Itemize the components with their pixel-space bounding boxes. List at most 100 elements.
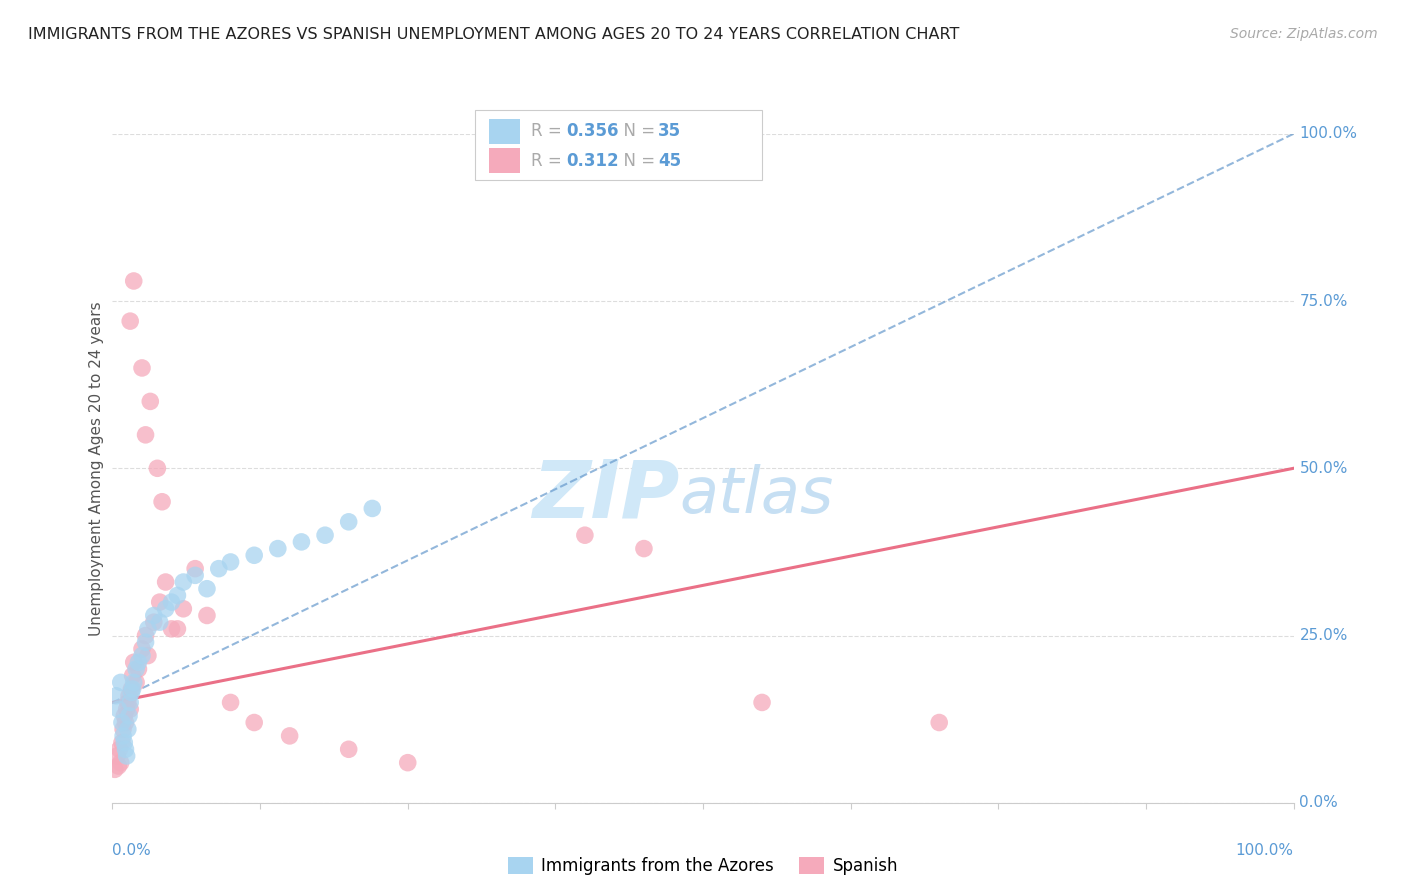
Text: 50.0%: 50.0% — [1299, 461, 1348, 475]
Immigrants from the Azores — [166, 589, 188, 603]
Spanish — [120, 702, 142, 716]
Text: IMMIGRANTS FROM THE AZORES VS SPANISH UNEMPLOYMENT AMONG AGES 20 TO 24 YEARS COR: IMMIGRANTS FROM THE AZORES VS SPANISH UN… — [28, 27, 959, 42]
Immigrants from the Azores — [136, 622, 159, 636]
Text: R =: R = — [531, 152, 568, 169]
Immigrants from the Azores — [117, 723, 139, 737]
Spanish — [184, 562, 207, 576]
Immigrants from the Azores — [131, 648, 153, 663]
Spanish — [112, 723, 135, 737]
Spanish — [105, 749, 128, 764]
Immigrants from the Azores — [243, 548, 266, 563]
Immigrants from the Azores — [127, 655, 149, 669]
Text: 45: 45 — [658, 152, 681, 169]
Spanish — [633, 541, 655, 556]
Immigrants from the Azores — [337, 515, 360, 529]
Immigrants from the Azores — [172, 575, 194, 590]
Legend: Immigrants from the Azores, Spanish: Immigrants from the Azores, Spanish — [502, 850, 904, 881]
Spanish — [146, 461, 169, 475]
Text: 0.356: 0.356 — [567, 122, 619, 140]
Immigrants from the Azores — [121, 681, 143, 696]
Spanish — [131, 361, 153, 376]
Text: 100.0%: 100.0% — [1236, 843, 1294, 858]
Text: 100.0%: 100.0% — [1299, 127, 1357, 141]
Immigrants from the Azores — [155, 602, 177, 616]
Immigrants from the Azores — [314, 528, 336, 542]
Immigrants from the Azores — [112, 729, 135, 743]
Text: Source: ZipAtlas.com: Source: ZipAtlas.com — [1230, 27, 1378, 41]
Spanish — [122, 274, 145, 288]
Immigrants from the Azores — [184, 568, 207, 582]
Spanish — [150, 494, 173, 508]
Spanish — [114, 715, 136, 730]
Immigrants from the Azores — [208, 562, 231, 576]
Spanish — [396, 756, 419, 770]
Immigrants from the Azores — [120, 696, 142, 710]
Spanish — [155, 575, 177, 590]
Spanish — [120, 681, 142, 696]
Spanish — [928, 715, 950, 730]
Spanish — [121, 669, 143, 683]
Spanish — [127, 662, 149, 676]
Immigrants from the Azores — [361, 501, 384, 516]
Immigrants from the Azores — [111, 715, 134, 730]
Spanish — [108, 742, 131, 756]
Spanish — [115, 702, 138, 716]
Immigrants from the Azores — [115, 749, 138, 764]
Spanish — [107, 759, 129, 773]
Spanish — [219, 696, 242, 710]
Immigrants from the Azores — [142, 608, 165, 623]
Immigrants from the Azores — [160, 595, 183, 609]
Immigrants from the Azores — [219, 555, 242, 569]
Spanish — [131, 642, 153, 657]
Y-axis label: Unemployment Among Ages 20 to 24 years: Unemployment Among Ages 20 to 24 years — [89, 301, 104, 636]
Immigrants from the Azores — [114, 742, 136, 756]
Text: 0.0%: 0.0% — [112, 843, 152, 858]
Spanish — [149, 595, 172, 609]
Spanish — [136, 648, 159, 663]
Spanish — [166, 622, 188, 636]
Spanish — [751, 696, 773, 710]
Spanish — [337, 742, 360, 756]
Spanish — [172, 602, 194, 616]
Text: atlas: atlas — [679, 464, 834, 526]
Immigrants from the Azores — [135, 635, 157, 649]
Text: 25.0%: 25.0% — [1299, 628, 1348, 643]
Text: 0.312: 0.312 — [567, 152, 619, 169]
Immigrants from the Azores — [105, 689, 128, 703]
Spanish — [135, 628, 157, 642]
Text: 35: 35 — [658, 122, 681, 140]
Spanish — [160, 622, 183, 636]
Text: 75.0%: 75.0% — [1299, 293, 1348, 309]
Immigrants from the Azores — [125, 662, 148, 676]
Spanish — [135, 428, 157, 442]
Immigrants from the Azores — [149, 615, 172, 630]
Immigrants from the Azores — [118, 708, 141, 723]
Spanish — [112, 708, 135, 723]
Spanish — [122, 655, 145, 669]
Spanish — [243, 715, 266, 730]
Immigrants from the Azores — [120, 685, 142, 699]
Text: 0.0%: 0.0% — [1299, 796, 1339, 810]
Immigrants from the Azores — [112, 735, 135, 749]
Spanish — [125, 675, 148, 690]
Spanish — [139, 394, 162, 409]
Spanish — [118, 689, 141, 703]
Spanish — [120, 314, 142, 328]
Spanish — [574, 528, 596, 542]
Spanish — [278, 729, 301, 743]
Immigrants from the Azores — [110, 675, 132, 690]
Immigrants from the Azores — [290, 535, 312, 549]
Immigrants from the Azores — [267, 541, 290, 556]
Text: R =: R = — [531, 122, 568, 140]
Spanish — [195, 608, 218, 623]
Spanish — [111, 735, 134, 749]
Spanish — [110, 756, 132, 770]
Text: N =: N = — [613, 152, 661, 169]
Spanish — [104, 762, 127, 776]
Immigrants from the Azores — [195, 582, 218, 596]
Spanish — [117, 696, 139, 710]
Text: N =: N = — [613, 122, 661, 140]
Text: ZIP: ZIP — [531, 456, 679, 534]
Spanish — [142, 615, 165, 630]
Immigrants from the Azores — [107, 702, 129, 716]
